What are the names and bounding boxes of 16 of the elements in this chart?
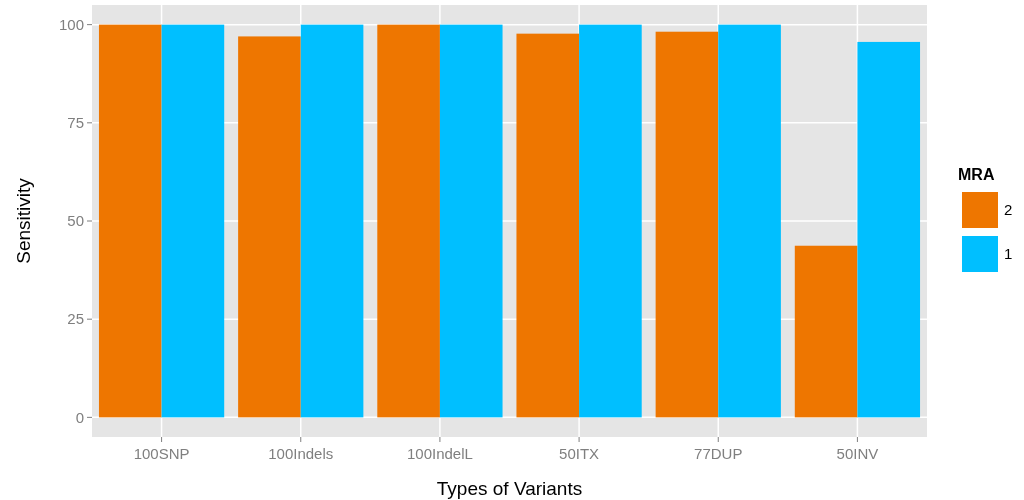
y-tick-label: 25: [67, 310, 84, 328]
y-tick-label: 0: [75, 408, 84, 426]
x-tick-label: 100IndelL: [406, 445, 473, 462]
legend-label: 1: [1004, 245, 1013, 263]
x-axis-title: Types of Variants: [436, 478, 583, 499]
legend-title: MRA: [958, 166, 995, 183]
x-tick-label: 100Indels: [268, 445, 334, 462]
x-tick-label: 77DUP: [694, 445, 743, 462]
x-tick-label: 50ITX: [559, 445, 600, 462]
y-tick-label: 75: [67, 114, 84, 132]
x-tick-label: 100SNP: [133, 445, 190, 462]
x-tick-label: 50INV: [836, 445, 879, 462]
y-tick-label: 50: [67, 212, 84, 230]
y-axis-title: Sensitivity: [13, 177, 34, 264]
legend-label: 2: [1004, 201, 1013, 219]
y-tick-label: 100: [58, 15, 84, 33]
